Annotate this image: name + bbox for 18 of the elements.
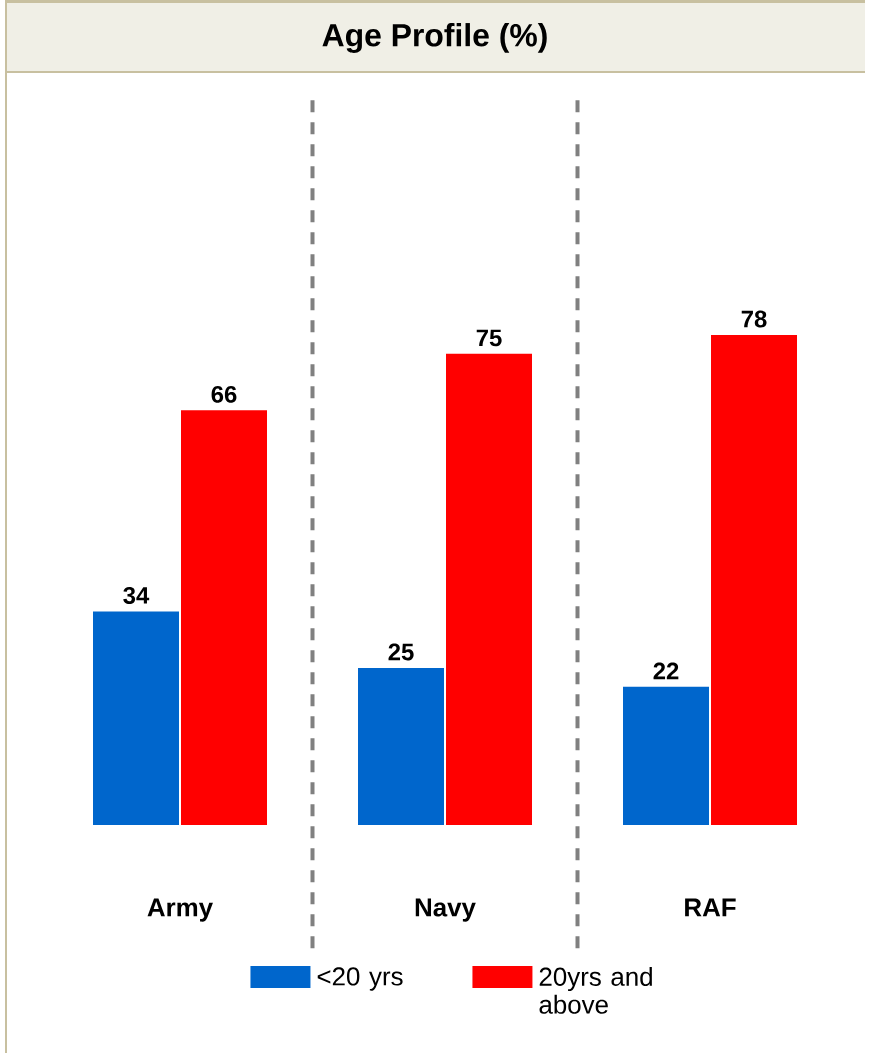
x-tick-label: RAF: [685, 898, 736, 917]
x-tick-label: Navy: [415, 898, 476, 922]
bar: [446, 353, 532, 825]
data-label: 78: [741, 310, 767, 328]
legend-label: 20yrs and above: [539, 966, 652, 1014]
bar: [711, 334, 798, 825]
legend-label: <20 yrs: [317, 967, 403, 991]
data-label: 25: [388, 643, 414, 661]
data-label: 66: [211, 385, 237, 403]
x-tick-label: Army: [147, 898, 213, 922]
bar: [623, 686, 710, 825]
bar: [181, 410, 267, 825]
bar: [93, 611, 179, 825]
chart-title: Age Profile (%): [322, 23, 547, 53]
bar: [358, 667, 444, 825]
data-label: 75: [476, 329, 502, 347]
data-label: 22: [653, 662, 679, 680]
data-label: 34: [123, 586, 150, 604]
